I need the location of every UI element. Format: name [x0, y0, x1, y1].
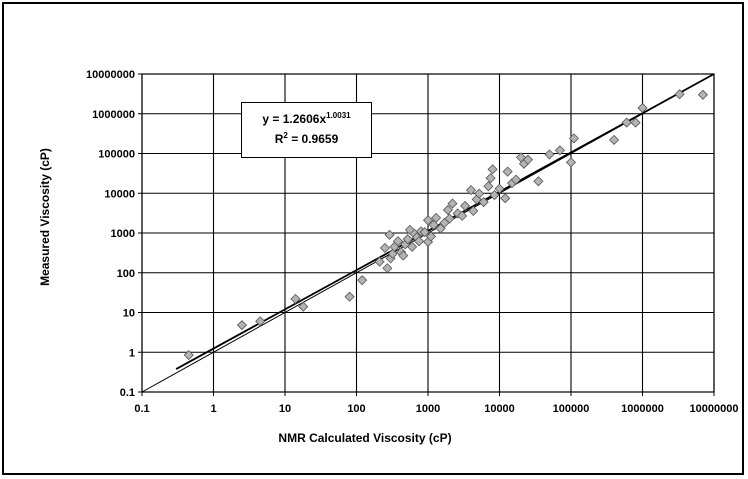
data-point	[255, 316, 266, 327]
data-point	[533, 176, 544, 187]
y-tick-label: 10000000	[86, 69, 135, 81]
data-point	[398, 250, 409, 261]
data-point	[298, 301, 309, 312]
data-point	[407, 241, 418, 252]
data-point	[183, 349, 194, 361]
trendline-equation: y = 1.2606x1.0031	[242, 109, 371, 129]
data-point	[431, 212, 442, 223]
x-tick-label: 0.1	[134, 403, 149, 415]
data-point	[419, 227, 430, 238]
x-tick-label: 10000000	[690, 403, 739, 415]
data-point	[510, 174, 522, 185]
trendline-equation-box: y = 1.2606x1.0031 R2 = 0.9659	[241, 102, 372, 158]
y-tick-label: 1000	[111, 228, 135, 240]
data-point	[483, 181, 494, 192]
y-tick-label: 10000	[104, 188, 135, 200]
x-tick-label: 1000	[416, 403, 440, 415]
data-point	[382, 263, 393, 274]
x-tick-label: 100	[347, 403, 365, 415]
data-point	[425, 231, 437, 242]
data-points	[183, 89, 708, 361]
data-point	[494, 183, 505, 194]
data-point	[608, 134, 620, 145]
x-tick-label: 100000	[553, 403, 590, 415]
x-axis-title: NMR Calculated Viscosity (cP)	[278, 431, 451, 445]
data-point	[621, 117, 632, 128]
y-tick-label: 100000	[98, 149, 135, 161]
data-point	[344, 291, 355, 302]
x-tick-label: 1000000	[621, 403, 664, 415]
data-point	[374, 256, 385, 267]
data-point	[489, 190, 500, 201]
data-point	[568, 133, 580, 144]
r-squared-value: = 0.9659	[287, 132, 339, 146]
data-point	[474, 188, 485, 199]
data-point	[236, 320, 248, 331]
data-point	[697, 89, 708, 100]
r-squared-prefix: R	[274, 132, 284, 146]
data-point	[379, 242, 391, 254]
data-point	[444, 213, 455, 224]
scatter-chart: 0.1 1 10 100 1000 10000 100000 1000000 10000000 …	[38, 69, 738, 445]
data-point	[447, 198, 458, 209]
data-point	[384, 229, 395, 240]
data-point	[457, 210, 468, 221]
data-point	[630, 117, 641, 128]
data-point	[565, 157, 577, 168]
chart-frame: 0.1 1 10 100 1000 10000 100000 1000000 10000000 …	[2, 2, 744, 475]
data-point	[460, 200, 471, 211]
equation-prefix: y = 1.2606x	[262, 112, 327, 126]
data-point	[442, 204, 453, 216]
data-point	[402, 234, 413, 245]
r-squared: R2 = 0.9659	[242, 129, 371, 149]
y-tick-label: 1000000	[92, 109, 135, 121]
data-point	[290, 293, 301, 304]
gridlines	[138, 73, 715, 396]
y-tick-label: 10	[123, 308, 135, 320]
equation-exponent: 1.0031	[326, 111, 351, 120]
r-squared-power: 2	[283, 131, 288, 140]
data-point	[478, 197, 489, 208]
data-point	[465, 185, 477, 196]
data-point	[522, 154, 534, 165]
data-point	[485, 173, 496, 184]
data-point	[387, 248, 398, 259]
y-axis-title: Measured Viscosity (cP)	[38, 148, 52, 286]
data-point	[392, 236, 404, 247]
data-point	[674, 89, 685, 100]
y-tick-label: 1	[129, 347, 135, 359]
y-tick-label: 100	[117, 268, 135, 280]
data-point	[468, 205, 479, 216]
data-point	[500, 193, 511, 204]
plot-border	[141, 73, 715, 393]
data-point	[487, 164, 498, 175]
x-tick-label: 10000	[484, 403, 515, 415]
x-tick-labels: 0.1 1 10 100 1000 10000 100000 1000000 10000000	[134, 403, 738, 415]
data-point	[357, 275, 368, 286]
y-tick-label: 0.1	[120, 387, 135, 399]
data-point	[422, 215, 434, 226]
data-point	[414, 236, 425, 247]
data-point	[544, 149, 555, 160]
data-point	[554, 145, 565, 156]
x-tick-label: 10	[279, 403, 291, 415]
x-tick-label: 1	[210, 403, 216, 415]
y-tick-labels: 0.1 1 10 100 1000 10000 100000 1000000 10000000	[86, 69, 135, 399]
data-point	[637, 102, 648, 114]
data-point	[502, 166, 513, 177]
